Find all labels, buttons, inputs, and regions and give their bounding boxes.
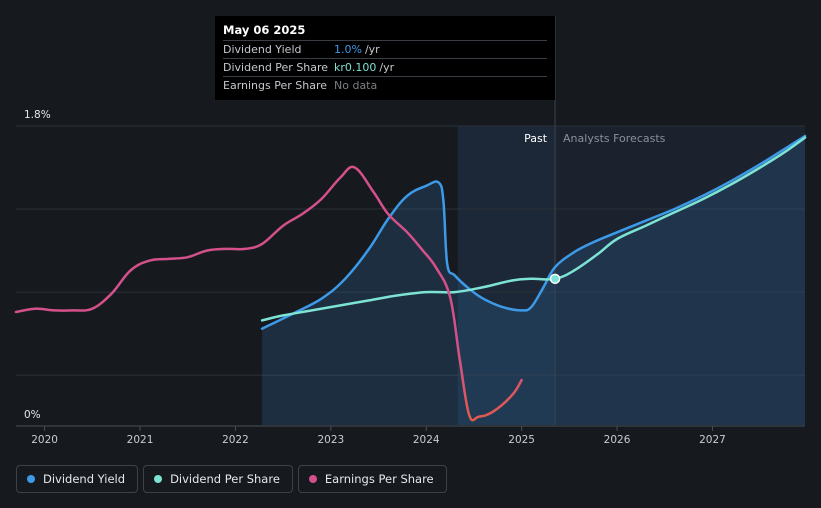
past-label: Past <box>524 132 548 145</box>
x-tick-label: 2026 <box>604 434 631 446</box>
tooltip-row-dividend-yield: Dividend Yield 1.0% /yr <box>223 40 547 58</box>
x-tick-label: 2020 <box>31 434 58 446</box>
tooltip-value: No data <box>334 79 378 92</box>
tooltip-value: kr0.100 <box>334 61 377 74</box>
tooltip-unit: /yr <box>379 61 395 74</box>
x-tick-label: 2025 <box>508 434 535 446</box>
tooltip-row-earnings-per-share: Earnings Per Share No data <box>223 76 547 94</box>
dividend-yield-area <box>262 136 806 425</box>
series-line-dividend-yield[interactable] <box>260 134 807 330</box>
legend-item-dividend-yield[interactable]: Dividend Yield <box>16 465 139 493</box>
series-lines <box>14 134 807 422</box>
legend-label: Earnings Per Share <box>324 472 434 486</box>
tooltip-value: 1.0% <box>334 43 362 56</box>
x-tick-label: 2023 <box>317 434 344 446</box>
tooltip-unit: /yr <box>364 43 380 56</box>
series-line-dividend-per-share[interactable] <box>260 136 807 322</box>
current-point-marker[interactable] <box>549 273 561 285</box>
x-tick-label: 2027 <box>699 434 726 446</box>
y-tick-label: 1.8% <box>24 109 51 121</box>
legend-item-earnings-per-share[interactable]: Earnings Per Share <box>297 465 447 493</box>
y-axis: 1.8% 0% <box>24 109 51 421</box>
tooltip-row-dividend-per-share: Dividend Per Share kr0.100 /yr <box>223 58 547 76</box>
forecast-label: Analysts Forecasts <box>563 132 666 145</box>
x-tick-label: 2024 <box>413 434 440 446</box>
x-axis: 2020 2021 2022 2023 2024 2025 2026 2027 <box>31 426 726 446</box>
legend-dot-icon <box>27 475 35 483</box>
tooltip-label: Earnings Per Share <box>223 79 328 92</box>
series-line-earnings-per-share[interactable] <box>14 165 523 422</box>
legend-dot-icon <box>308 475 317 483</box>
x-tick-label: 2021 <box>127 434 154 446</box>
tooltip-label: Dividend Yield <box>223 43 302 56</box>
x-tick-label: 2022 <box>222 434 249 446</box>
legend-dot-icon <box>154 475 163 483</box>
tooltip: May 06 2025 Dividend Yield 1.0% /yr Divi… <box>215 16 555 100</box>
legend-label: Dividend Yield <box>43 472 126 486</box>
legend: Dividend Yield Dividend Per Share Earnin… <box>16 465 447 493</box>
legend-item-dividend-per-share[interactable]: Dividend Per Share <box>143 465 293 493</box>
legend-label: Dividend Per Share <box>170 472 280 486</box>
y-tick-label: 0% <box>24 409 41 421</box>
tooltip-date: May 06 2025 <box>223 23 306 37</box>
tooltip-label: Dividend Per Share <box>223 61 329 74</box>
